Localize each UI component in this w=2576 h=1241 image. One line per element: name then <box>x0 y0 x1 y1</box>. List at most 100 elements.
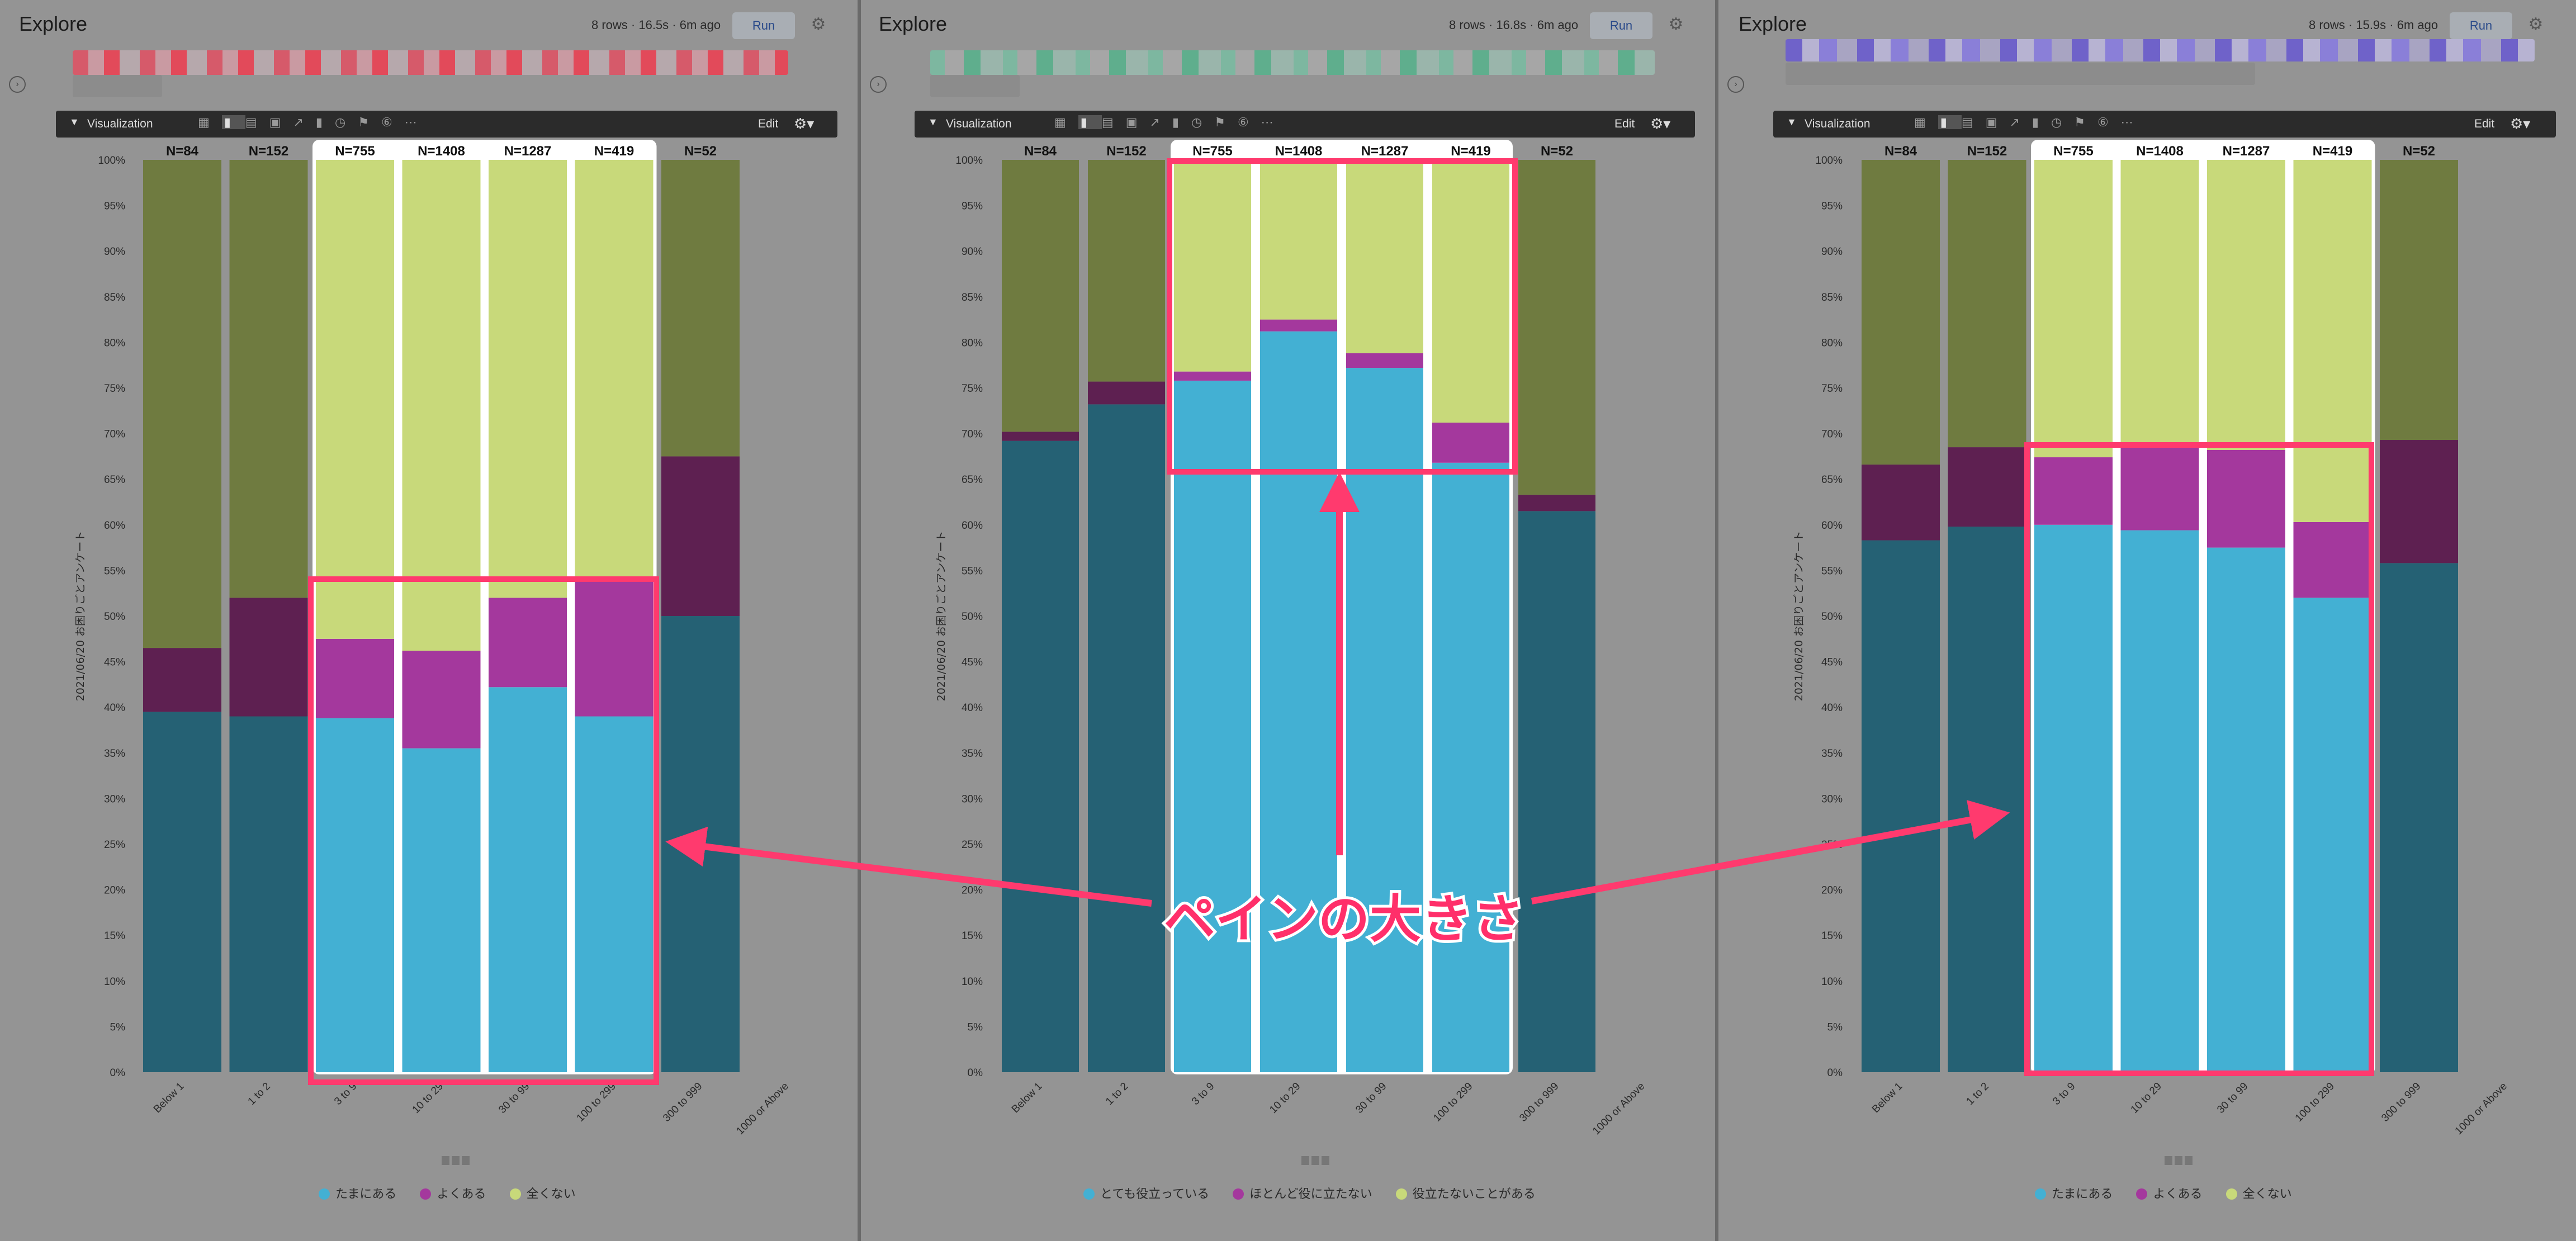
bar-segment[interactable] <box>489 687 567 1072</box>
bar-segment[interactable] <box>2034 457 2113 525</box>
bar-segment[interactable] <box>1948 447 2026 527</box>
legend-item[interactable]: ほとんど役に立たない <box>1233 1187 1372 1201</box>
bar-segment[interactable] <box>1002 160 1079 432</box>
bar-segment[interactable] <box>402 748 481 1072</box>
bar-segment[interactable] <box>2034 160 2113 458</box>
legend-item[interactable]: たまにある <box>2035 1187 2113 1201</box>
bar-segment[interactable] <box>1346 160 1423 353</box>
run-button[interactable]: Run <box>1590 12 1652 39</box>
bar-segment[interactable] <box>1518 494 1595 511</box>
bar-segment[interactable] <box>1174 380 1251 1072</box>
bar-segment[interactable] <box>575 160 654 580</box>
expand-sidebar-icon[interactable]: › <box>870 76 887 93</box>
bar-segment[interactable] <box>1002 440 1079 1072</box>
bar-segment[interactable] <box>1174 160 1251 372</box>
bar-segment[interactable] <box>1260 331 1337 1073</box>
edit-button[interactable]: Edit <box>2474 117 2495 130</box>
bar-segment[interactable] <box>2293 522 2372 598</box>
bar-segment[interactable] <box>2120 447 2199 530</box>
bar-segment[interactable] <box>2293 160 2372 522</box>
bar-segment[interactable] <box>1002 432 1079 441</box>
bar-segment[interactable] <box>1948 527 2026 1072</box>
legend-item[interactable]: よくある <box>420 1187 486 1201</box>
viz-settings-gear-icon[interactable]: ⚙▾ <box>794 115 815 132</box>
bar-segment[interactable] <box>2207 160 2285 450</box>
bar-segment[interactable] <box>489 598 567 688</box>
gear-icon[interactable]: ⚙ <box>2528 15 2544 34</box>
bar-segment[interactable] <box>2380 563 2458 1072</box>
bar-segment[interactable] <box>1260 319 1337 331</box>
bar-segment[interactable] <box>1260 160 1337 320</box>
bar-segment[interactable] <box>661 616 740 1072</box>
bar-segment[interactable] <box>1088 160 1165 382</box>
chart-type-toolbar[interactable]: ▦ ▮ ▤▣↗▮◷⚑⑥⋯ <box>198 115 429 129</box>
collapse-caret-icon[interactable]: ▼ <box>928 116 938 127</box>
bar-segment[interactable] <box>1432 160 1509 423</box>
edit-button[interactable]: Edit <box>1614 117 1635 130</box>
bar-segment[interactable] <box>1088 381 1165 405</box>
chart-type-toolbar[interactable]: ▦ ▮ ▤▣↗▮◷⚑⑥⋯ <box>1914 115 2146 129</box>
bar-segment[interactable] <box>1518 160 1595 495</box>
viz-settings-gear-icon[interactable]: ⚙▾ <box>1650 115 1671 132</box>
column-chart-icon[interactable]: ▮ <box>1938 115 1962 129</box>
expand-sidebar-icon[interactable]: › <box>1727 76 1744 93</box>
bar-segment[interactable] <box>143 712 221 1072</box>
bar-segment[interactable] <box>2380 160 2458 440</box>
bar-segment[interactable] <box>1862 465 1940 541</box>
column-chart-icon[interactable]: ▮ <box>1078 115 1102 129</box>
bar-segment[interactable] <box>2207 547 2285 1072</box>
bar-segment[interactable] <box>575 716 654 1072</box>
edit-button[interactable]: Edit <box>758 117 779 130</box>
bar-segment[interactable] <box>575 579 654 717</box>
bar-segment[interactable] <box>1862 160 1940 465</box>
bar-segment[interactable] <box>402 160 481 651</box>
bar-segment[interactable] <box>661 456 740 616</box>
legend-item[interactable]: よくある <box>2136 1187 2202 1201</box>
legend-item[interactable]: とても役立っている <box>1083 1187 1209 1201</box>
bar-segment[interactable] <box>1948 160 2026 448</box>
collapse-caret-icon[interactable]: ▼ <box>1787 116 1797 127</box>
expand-sidebar-icon[interactable]: › <box>9 76 26 93</box>
bar-segment[interactable] <box>1518 511 1595 1072</box>
bar-segment[interactable] <box>1174 371 1251 381</box>
bar-segment[interactable] <box>229 598 308 717</box>
column-chart-icon[interactable]: ▮ <box>221 115 245 129</box>
visualization-label[interactable]: Visualization <box>87 117 153 130</box>
bar-segment[interactable] <box>489 160 567 598</box>
legend-item[interactable]: 全くない <box>509 1187 576 1201</box>
bar-segment[interactable] <box>1432 462 1509 1072</box>
bar-segment[interactable] <box>316 160 394 639</box>
collapse-caret-icon[interactable]: ▼ <box>69 116 79 127</box>
bar-segment[interactable] <box>2034 524 2113 1072</box>
bar-segment[interactable] <box>1088 404 1165 1072</box>
visualization-label[interactable]: Visualization <box>946 117 1012 130</box>
bar-segment[interactable] <box>402 651 481 749</box>
bar-segment[interactable] <box>143 648 221 712</box>
bar-segment[interactable] <box>316 718 394 1072</box>
gear-icon[interactable]: ⚙ <box>811 15 826 34</box>
run-button[interactable]: Run <box>732 12 795 39</box>
bar-segment[interactable] <box>1862 540 1940 1072</box>
bar-segment[interactable] <box>1346 368 1423 1073</box>
bar-segment[interactable] <box>1432 423 1509 463</box>
bar-segment[interactable] <box>2207 449 2285 548</box>
bar-segment[interactable] <box>2293 598 2372 1072</box>
bar-segment[interactable] <box>2120 160 2199 448</box>
chart-type-toolbar[interactable]: ▦ ▮ ▤▣↗▮◷⚑⑥⋯ <box>1054 115 1286 129</box>
bar-segment[interactable] <box>229 160 308 598</box>
bar-segment[interactable] <box>661 160 740 457</box>
bar-segment[interactable] <box>143 160 221 648</box>
bar-segment[interactable] <box>1346 353 1423 368</box>
legend-item[interactable]: たまにある <box>319 1187 396 1201</box>
bar-segment[interactable] <box>229 716 308 1072</box>
run-button[interactable]: Run <box>2450 12 2512 39</box>
viz-settings-gear-icon[interactable]: ⚙▾ <box>2510 115 2531 132</box>
y-tick-label: 90% <box>962 246 983 258</box>
bar-segment[interactable] <box>316 638 394 718</box>
bar-segment[interactable] <box>2380 440 2458 563</box>
legend-item[interactable]: 役立たないことがある <box>1395 1187 1536 1201</box>
bar-segment[interactable] <box>2120 530 2199 1072</box>
legend-item[interactable]: 全くない <box>2225 1187 2292 1201</box>
visualization-label[interactable]: Visualization <box>1805 117 1871 130</box>
gear-icon[interactable]: ⚙ <box>1668 15 1684 34</box>
